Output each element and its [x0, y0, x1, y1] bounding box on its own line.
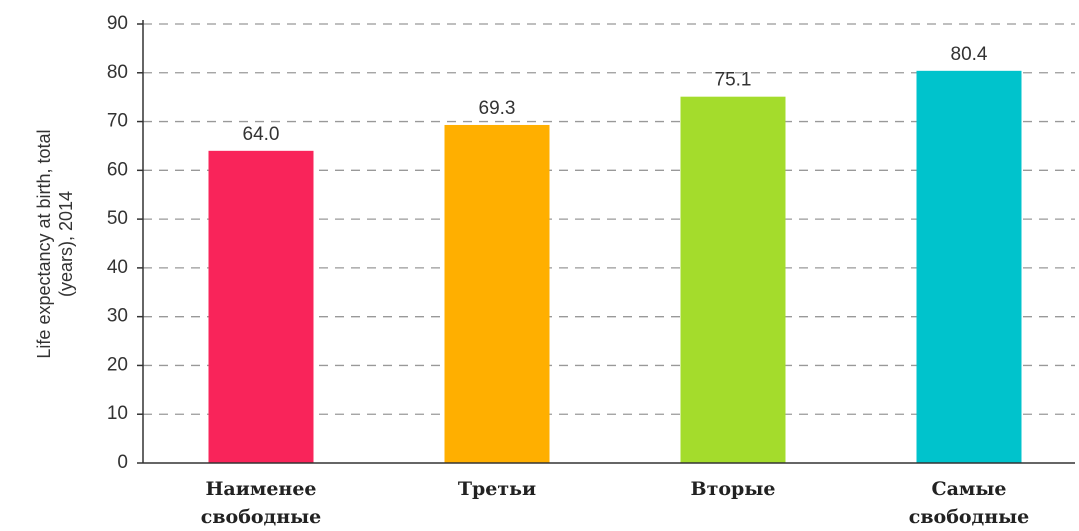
y-axis-label: Life expectancy at birth, total (years),…	[34, 129, 76, 359]
value-label: 69.3	[479, 98, 516, 119]
y-tick-label: 40	[107, 257, 128, 278]
y-tick-label: 30	[107, 306, 128, 327]
y-tick-label: 20	[107, 354, 128, 375]
y-tick-label: 50	[107, 208, 128, 229]
y-tick-label: 0	[117, 452, 128, 473]
x-tick-label: Самые свободные	[908, 478, 1030, 528]
y-tick-label: 60	[107, 159, 128, 180]
x-tick-label: Вторые	[690, 478, 776, 500]
bar	[680, 96, 786, 463]
x-tick-label: Третьи	[457, 478, 537, 500]
value-label: 64.0	[243, 124, 280, 145]
bar	[444, 124, 550, 463]
value-label: 75.1	[715, 70, 752, 91]
bar	[208, 150, 314, 464]
y-tick-label: 10	[107, 403, 128, 424]
value-label: 80.4	[951, 44, 988, 65]
y-tick-label: 80	[107, 62, 128, 83]
bar	[916, 70, 1022, 464]
y-tick-label: 90	[107, 13, 128, 34]
x-tick-label: Наименее свободные	[200, 478, 322, 528]
y-tick-label: 70	[107, 111, 128, 132]
